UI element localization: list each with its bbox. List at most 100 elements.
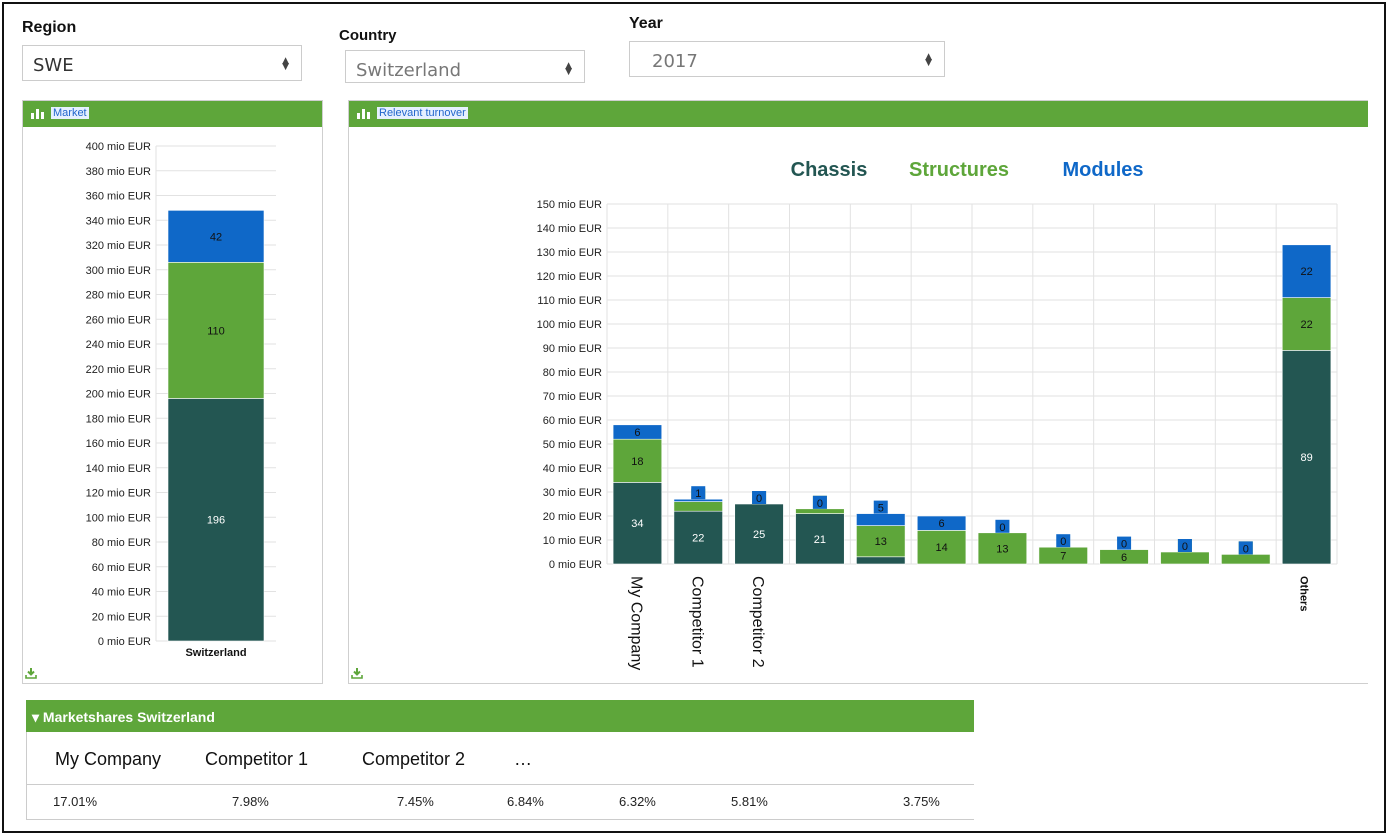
marketshare-value: 6.32% [619,794,656,809]
y-tick-label: 200 mio EUR [86,389,151,401]
y-tick-label: 110 mio EUR [537,295,602,307]
y-tick-label: 300 mio EUR [86,265,151,277]
year-label: Year [629,15,663,32]
y-tick-label: 100 mio EUR [537,319,602,331]
y-tick-label: 10 mio EUR [543,535,602,547]
y-tick-label: 70 mio EUR [543,391,602,403]
turnover-panel-header: Relevant turnover [349,101,1368,127]
y-tick-label: 50 mio EUR [543,439,602,451]
download-icon[interactable] [351,667,363,679]
region-value: SWE [33,55,74,76]
data-label: 34 [631,518,643,530]
data-label-box [1177,539,1192,552]
download-icon[interactable] [25,667,37,679]
data-label: 0 [756,493,762,505]
marketshare-value: 7.98% [232,794,269,809]
turnover-panel: Relevant turnover 0 mio EUR 10 mio EUR 20 … [348,100,1368,684]
marketshares-header[interactable]: ▾ Marketshares Switzerland [26,700,974,732]
data-label: 21 [814,534,826,546]
y-tick-label: 100 mio EUR [86,512,151,524]
bar-segment [167,210,265,263]
market-panel-header: Market [23,101,322,127]
marketshare-name: Competitor 2 [362,749,466,769]
country-select[interactable]: Switzerland ▲ ▼ [345,50,585,83]
year-select[interactable]: 2017 ▲ ▼ [629,41,945,77]
data-label: 22 [692,533,704,545]
data-label: 7 [1060,551,1066,563]
data-label: 6 [939,518,945,530]
bar-segment [612,482,663,565]
bar-segment [856,525,906,558]
marketshare-value: 6.84% [507,794,544,809]
region-select[interactable]: SWE ▲ ▼ [22,45,302,81]
country-label: Country [339,27,397,44]
y-tick-label: 90 mio EUR [543,343,602,355]
turnover-panel-title[interactable]: Relevant turnover [377,107,468,119]
legend-item: Structures [909,159,1009,181]
data-label: 0 [1182,541,1188,553]
x-tick-label: Competitor 2 [749,576,766,668]
y-tick-label: 20 mio EUR [543,511,602,523]
x-tick-label: My Company [627,576,644,670]
bar-segment [1281,350,1332,565]
y-tick-label: 60 mio EUR [92,562,151,574]
data-label: 0 [1060,536,1066,548]
bar-segment [612,438,663,483]
data-label: 18 [631,456,643,468]
x-tick-label: Switzerland [185,647,246,659]
data-label: 110 [207,325,225,337]
data-label-box [1117,536,1132,550]
bar-segment [916,515,967,531]
data-label-box [1056,534,1071,548]
data-label: 5 [878,503,884,515]
market-panel-title[interactable]: Market [51,107,89,119]
y-tick-label: 260 mio EUR [86,314,151,326]
bar-chart-icon [31,109,44,119]
y-tick-label: 150 mio EUR [537,199,602,211]
data-label: 42 [210,231,222,243]
bar-segment [673,510,723,565]
y-tick-label: 220 mio EUR [86,364,151,376]
marketshares-table: My Company Competitor 1 Competitor 2 … 1… [26,732,974,820]
marketshare-value: 17.01% [53,794,98,809]
y-tick-label: 320 mio EUR [86,240,151,252]
marketshare-name: My Company [55,749,162,769]
data-label-box [995,519,1010,533]
data-label: 196 [207,515,225,527]
sort-arrows-icon: ▲ ▼ [925,52,932,68]
x-tick-label: Others [1298,576,1310,611]
data-label: 6 [1121,552,1127,564]
y-tick-label: 80 mio EUR [92,537,151,549]
bar-segment [916,530,967,565]
bar-segment [856,556,906,565]
y-tick-label: 160 mio EUR [86,438,151,450]
row-divider [27,784,974,785]
y-tick-label: 0 mio EUR [98,636,151,648]
y-tick-label: 340 mio EUR [86,215,151,227]
data-label: 0 [1121,539,1127,551]
y-tick-label: 30 mio EUR [543,487,602,499]
bar-segment [612,424,663,440]
bar-segment [856,513,906,526]
marketshare-value: 5.81% [731,794,768,809]
y-tick-label: 360 mio EUR [86,191,151,203]
y-tick-label: 140 mio EUR [86,463,151,475]
y-tick-label: 20 mio EUR [92,611,151,623]
data-label-box [812,495,827,509]
y-tick-label: 240 mio EUR [86,339,151,351]
data-label: 89 [1300,452,1312,464]
region-label: Region [22,19,77,36]
y-tick-label: 120 mio EUR [537,271,602,283]
collapse-triangle-icon: ▾ [32,709,40,725]
legend-item: Chassis [791,159,868,181]
bar-chart-icon [357,109,370,119]
marketshare-name: … [514,749,532,769]
year-value: 2017 [652,51,698,72]
data-label: 0 [999,522,1005,534]
data-label-box [752,491,767,504]
market-chart: 0 mio EUR 20 mio EUR 40 mio EUR 60 mio EUR 8… [86,141,276,659]
y-tick-label: 80 mio EUR [543,367,602,379]
data-label: 1 [695,488,701,500]
bar-segment [167,398,265,642]
